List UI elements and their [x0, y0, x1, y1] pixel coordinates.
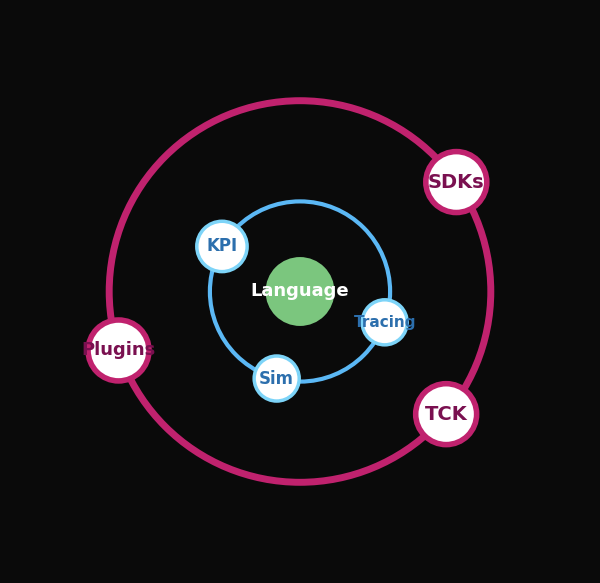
Circle shape	[266, 257, 334, 326]
Circle shape	[254, 356, 299, 401]
Circle shape	[197, 222, 247, 272]
Text: TCK: TCK	[425, 405, 467, 424]
Text: Plugins: Plugins	[82, 342, 155, 360]
Text: KPI: KPI	[206, 237, 238, 255]
Text: Tracing: Tracing	[353, 315, 416, 330]
Text: Language: Language	[251, 283, 349, 300]
Text: Sim: Sim	[259, 370, 294, 388]
Circle shape	[362, 300, 407, 345]
Text: SDKs: SDKs	[428, 173, 485, 192]
Circle shape	[416, 384, 476, 445]
Circle shape	[426, 152, 487, 213]
Circle shape	[88, 320, 149, 381]
